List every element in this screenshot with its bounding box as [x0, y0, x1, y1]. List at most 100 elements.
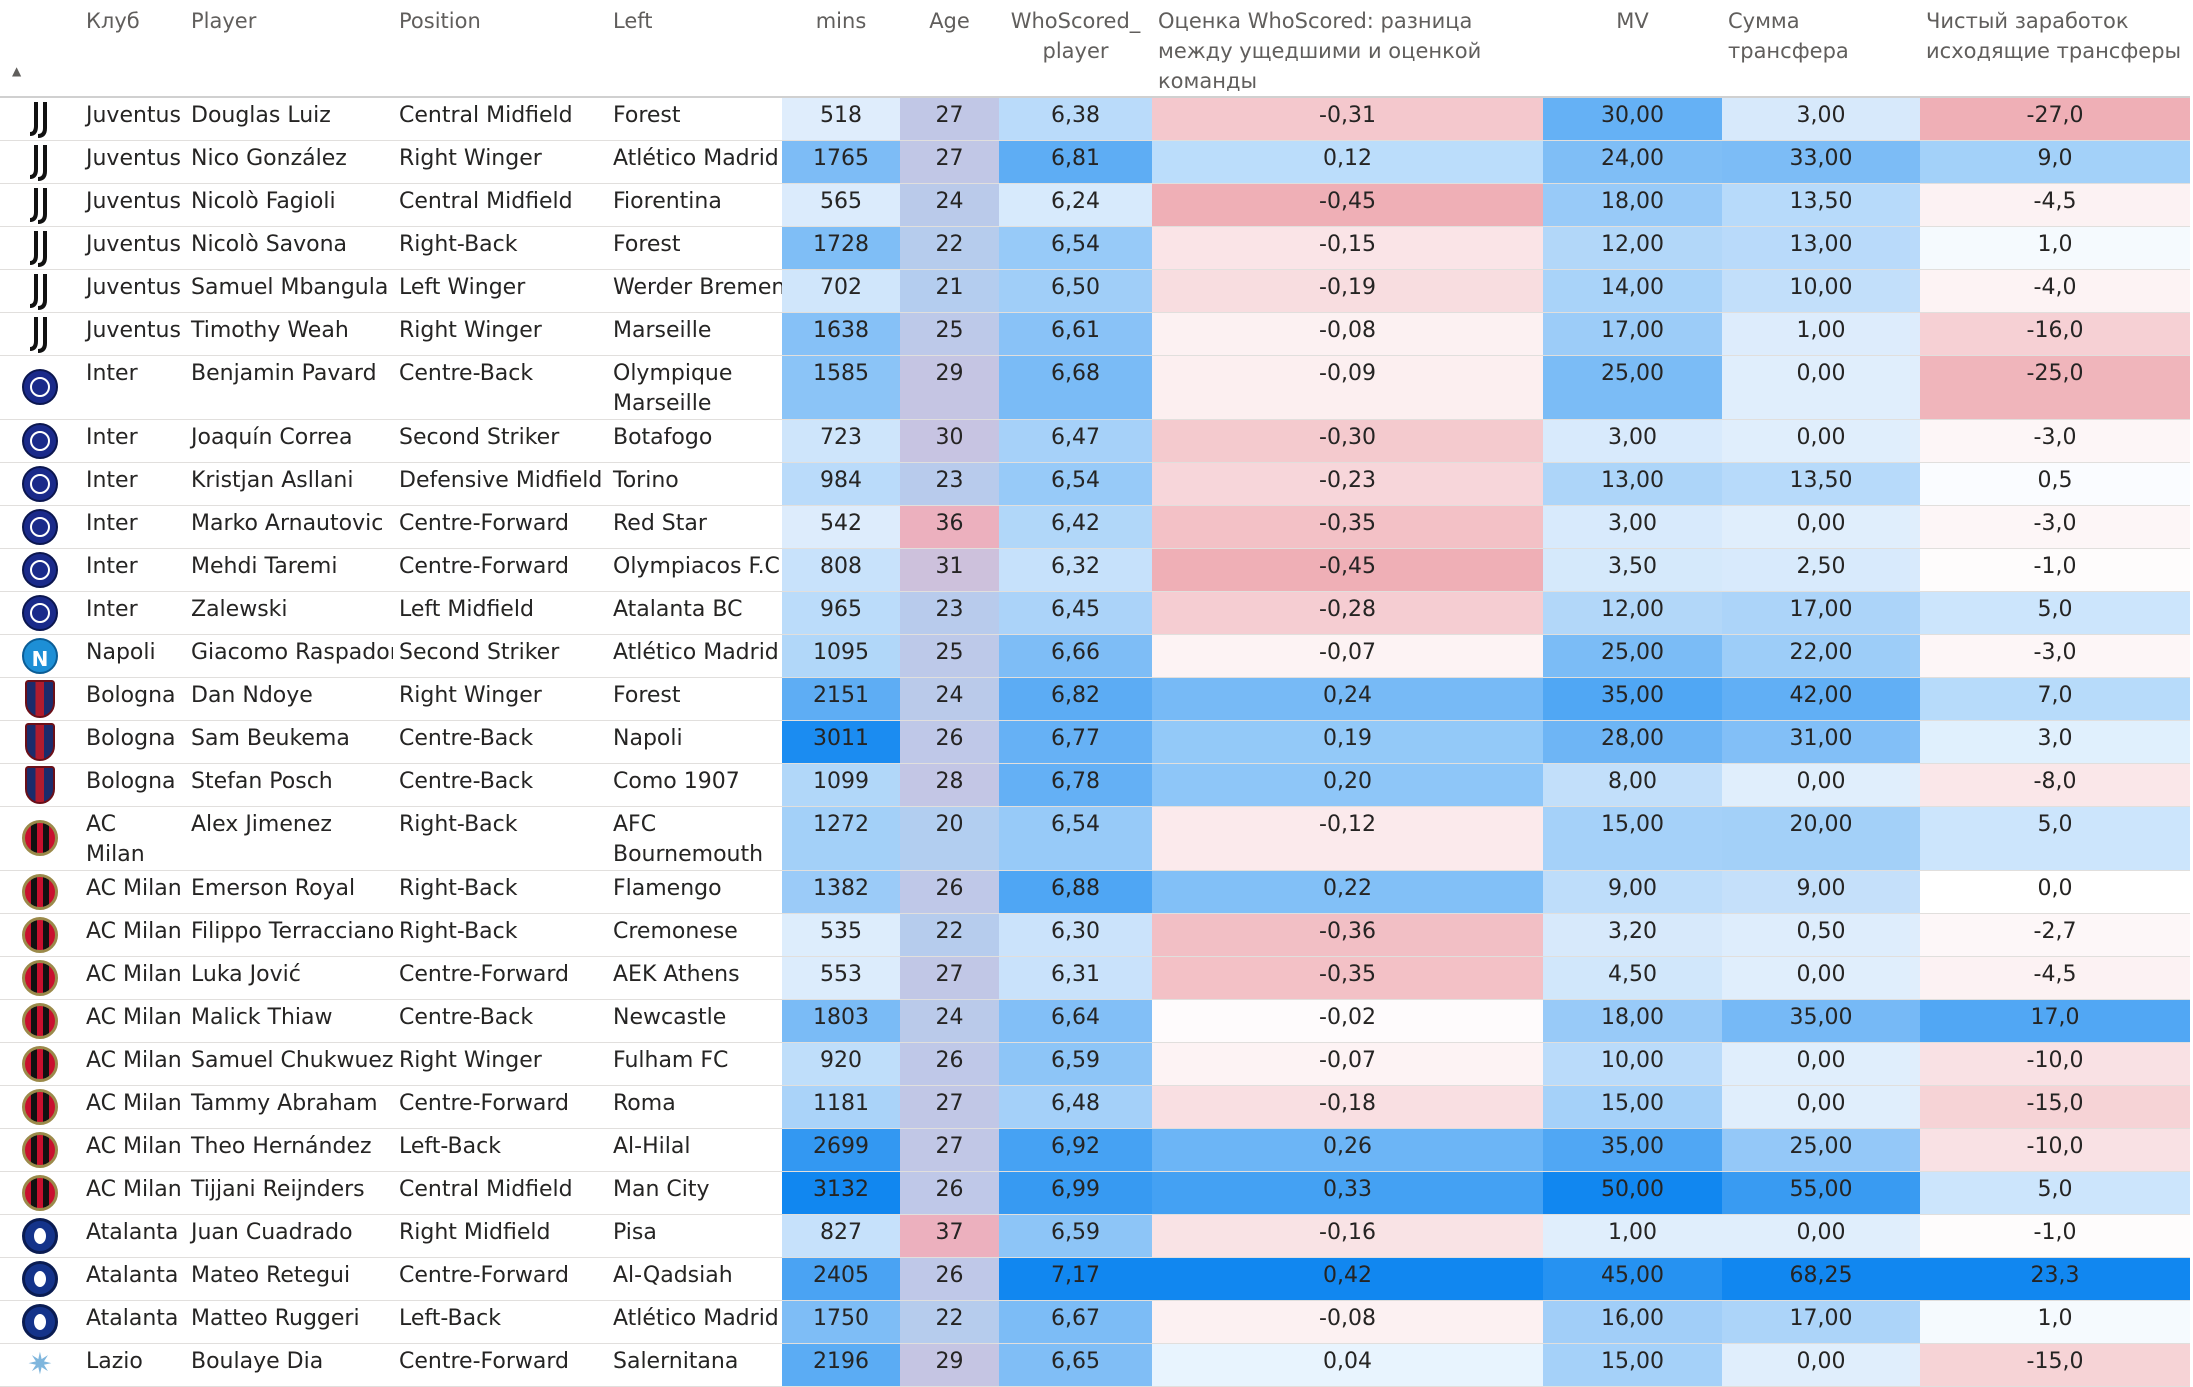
cell-player: Dan Ndoye [185, 677, 393, 721]
table-row[interactable]: Juventus Timothy Weah Right Winger Marseill… [0, 312, 2190, 356]
cell-age: 36 [900, 505, 999, 549]
cell-net-earnings: -8,0 [1920, 763, 2190, 807]
cell-whoscored-player: 6,45 [999, 591, 1152, 635]
cell-transfer-fee: 17,00 [1722, 591, 1920, 635]
cell-age: 29 [900, 1343, 999, 1387]
club-logo-cell [0, 140, 80, 184]
club-logo-cell [0, 1214, 80, 1258]
table-row[interactable]: Inter Joaquín Correa Second Striker Botafog… [0, 419, 2190, 463]
table-row[interactable]: Atalanta Mateo Retegui Centre-Forward Al-Qa… [0, 1257, 2190, 1301]
table-row[interactable]: Atalanta Juan Cuadrado Right Midfield Pisa 8… [0, 1214, 2190, 1258]
club-logo-cell [0, 1171, 80, 1215]
cell-whoscored-diff: -0,31 [1152, 97, 1543, 141]
table-row[interactable]: Bologna Stefan Posch Centre-Back Como 1907 1… [0, 763, 2190, 807]
juventus-logo-icon [27, 100, 53, 138]
cell-age: 23 [900, 462, 999, 506]
cell-left: Flamengo [607, 870, 782, 914]
club-logo-cell [0, 462, 80, 506]
column-header-whoscored-player[interactable]: WhoScored_ player [999, 0, 1152, 98]
inter-logo-icon [22, 594, 58, 631]
table-row[interactable]: Juventus Nicolò Savona Right-Back Forest 172… [0, 226, 2190, 270]
cell-transfer-fee: 3,00 [1722, 97, 1920, 141]
cell-transfer-fee: 22,00 [1722, 634, 1920, 678]
column-header-position[interactable]: Position [393, 0, 607, 98]
cell-whoscored-player: 6,82 [999, 677, 1152, 721]
cell-whoscored-player: 6,54 [999, 226, 1152, 270]
column-header-whoscored-diff[interactable]: Оценка WhoScored: разница между ущедшими… [1152, 0, 1543, 98]
cell-mv: 14,00 [1543, 269, 1722, 313]
cell-age: 30 [900, 419, 999, 463]
column-header-net-earnings[interactable]: Чистый заработок исходящие трансферы [1920, 0, 2190, 98]
table-row[interactable]: AC Milan Alex Jimenez Right-Back AFC Bourne… [0, 806, 2190, 871]
milan-logo-icon [22, 1131, 58, 1168]
table-row[interactable]: Inter Zalewski Left Midfield Atalanta BC 965… [0, 591, 2190, 635]
cell-left: Werder Bremen [607, 269, 782, 313]
cell-player: Mehdi Taremi [185, 548, 393, 592]
table-row[interactable]: Bologna Sam Beukema Centre-Back Napoli 3011 2… [0, 720, 2190, 764]
table-row[interactable]: AC Milan Luka Jović Centre-Forward AEK Athe… [0, 956, 2190, 1000]
cell-age: 24 [900, 183, 999, 227]
cell-club: Juventus [80, 97, 185, 141]
table-row[interactable]: Inter Marko Arnautovic Centre-Forward Red S… [0, 505, 2190, 549]
table-row[interactable]: Bologna Dan Ndoye Right Winger Forest 2151 24… [0, 677, 2190, 721]
column-header-logo[interactable] [0, 0, 80, 98]
cell-net-earnings: 1,0 [1920, 1300, 2190, 1344]
cell-transfer-fee: 2,50 [1722, 548, 1920, 592]
cell-mins: 535 [782, 913, 900, 957]
cell-mv: 35,00 [1543, 1128, 1722, 1172]
table-row[interactable]: AC Milan Malick Thiaw Centre-Back Newcastle… [0, 999, 2190, 1043]
table-row[interactable]: AC Milan Tammy Abraham Centre-Forward Roma 1… [0, 1085, 2190, 1129]
cell-club: Bologna [80, 720, 185, 764]
atalanta-logo-icon [22, 1260, 58, 1297]
table-row[interactable]: AC Milan Filippo Terracciano Right-Back Cre… [0, 913, 2190, 957]
cell-mins: 702 [782, 269, 900, 313]
cell-whoscored-diff: 0,24 [1152, 677, 1543, 721]
column-header-club[interactable]: Клуб [80, 0, 185, 98]
cell-mv: 4,50 [1543, 956, 1722, 1000]
cell-club: Napoli [80, 634, 185, 678]
cell-age: 25 [900, 634, 999, 678]
column-header-mins[interactable]: mins [782, 0, 900, 98]
bologna-logo-icon [25, 722, 55, 761]
cell-whoscored-diff: 0,20 [1152, 763, 1543, 807]
column-header-player[interactable]: Player [185, 0, 393, 98]
cell-club: AC Milan [80, 870, 185, 914]
cell-mv: 18,00 [1543, 183, 1722, 227]
cell-transfer-fee: 31,00 [1722, 720, 1920, 764]
cell-player: Marko Arnautovic [185, 505, 393, 549]
cell-mv: 12,00 [1543, 226, 1722, 270]
cell-net-earnings: 5,0 [1920, 591, 2190, 635]
column-header-left[interactable]: Left [607, 0, 782, 98]
table-row[interactable]: Juventus Nicolò Fagioli Central Midfield Fi… [0, 183, 2190, 227]
club-logo-cell [0, 505, 80, 549]
cell-left: Botafogo [607, 419, 782, 463]
column-header-transfer-fee[interactable]: Сумма трансфера [1722, 0, 1920, 98]
table-row[interactable]: AC Milan Tijjani Reijnders Central Midfiel… [0, 1171, 2190, 1215]
cell-mins: 542 [782, 505, 900, 549]
club-logo-cell [0, 355, 80, 420]
table-row[interactable]: Juventus Samuel Mbangula Left Winger Werder… [0, 269, 2190, 313]
cell-transfer-fee: 55,00 [1722, 1171, 1920, 1215]
column-header-age[interactable]: Age [900, 0, 999, 98]
table-row[interactable]: Juventus Douglas Luiz Central Midfield Fore… [0, 97, 2190, 141]
table-row[interactable]: AC Milan Emerson Royal Right-Back Flamengo 1… [0, 870, 2190, 914]
cell-player: Douglas Luiz [185, 97, 393, 141]
cell-club: Atalanta [80, 1257, 185, 1301]
column-header-mv[interactable]: MV [1543, 0, 1722, 98]
table-row[interactable]: Inter Kristjan Asllani Defensive Midfield T… [0, 462, 2190, 506]
table-row[interactable]: Atalanta Matteo Ruggeri Left-Back Atlético … [0, 1300, 2190, 1344]
cell-whoscored-diff: 0,42 [1152, 1257, 1543, 1301]
cell-net-earnings: -4,5 [1920, 183, 2190, 227]
club-logo-cell [0, 720, 80, 764]
cell-player: Malick Thiaw [185, 999, 393, 1043]
cell-age: 22 [900, 1300, 999, 1344]
table-row[interactable]: AC Milan Samuel Chukwueze Right Winger Fulh… [0, 1042, 2190, 1086]
table-row[interactable]: Inter Mehdi Taremi Centre-Forward Olympiaco… [0, 548, 2190, 592]
table-row[interactable]: AC Milan Theo Hernández Left-Back Al-Hilal 2… [0, 1128, 2190, 1172]
table-row[interactable]: Inter Benjamin Pavard Centre-Back Olympique… [0, 355, 2190, 420]
cell-mins: 518 [782, 97, 900, 141]
table-row[interactable]: Juventus Nico González Right Winger Atlétic… [0, 140, 2190, 184]
cell-transfer-fee: 0,00 [1722, 419, 1920, 463]
